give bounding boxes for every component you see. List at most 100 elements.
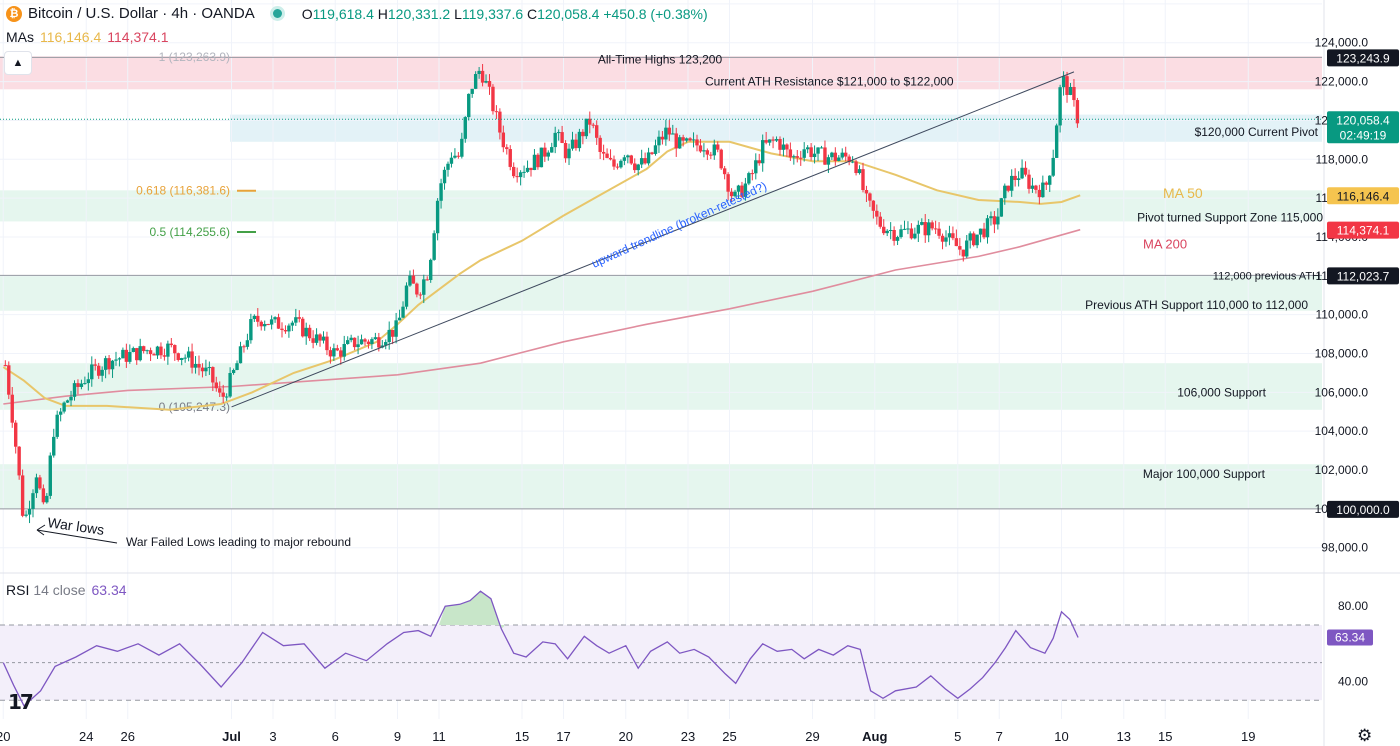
candle-body [249,319,253,341]
candle [442,166,447,190]
market-status-icon [272,9,282,18]
candle-body [304,327,308,337]
candle-body [145,350,149,352]
candle-body [273,317,277,320]
candle [231,368,236,375]
candle-body [688,138,692,141]
candle-body [747,173,751,184]
candle [301,316,305,338]
candle-body [965,240,969,257]
candle-body [781,144,786,150]
candle [384,339,388,350]
candle-body [93,364,97,366]
candle-body [34,477,39,494]
candle-body [667,127,672,135]
zone-pivot-1 [230,114,1322,142]
open-value: 119,618.4 [312,5,374,22]
candle [463,116,467,143]
candle [169,338,174,348]
candle [556,129,561,141]
candle-body [342,343,346,357]
candle [1041,175,1045,198]
candle-body [754,160,758,174]
candle [570,131,575,151]
candle-body [598,137,602,152]
gear-icon[interactable]: ⚙ [1357,726,1373,746]
candle-body [722,168,727,175]
candle-body [615,166,620,168]
candle [681,134,685,147]
candle-body [352,337,357,348]
trendline [231,71,1075,408]
candle-body [553,132,557,148]
candle-body [135,348,139,361]
candle [252,314,257,323]
time-tick-label: 5 [954,729,961,744]
symbol-title[interactable]: Bitcoin / U.S. Dollar · 4h · OANDA [28,5,255,22]
low-value: 119,337.6 [461,5,524,22]
candle-body [1006,185,1010,191]
candle-body [695,139,699,146]
candle-body [678,137,682,149]
candle-body [878,216,882,227]
candle [660,130,665,145]
candle [951,226,955,241]
candle [124,343,129,368]
candle [197,355,201,376]
candle-body [484,81,488,83]
candle-body [536,154,540,168]
candle [581,129,585,145]
fib-label-2: 0.5 (114,255.6) [149,225,230,239]
candle-body [885,230,889,234]
candle-body [1072,86,1076,101]
tradingview-logo-icon[interactable]: 17 [8,690,34,714]
candle [328,346,333,364]
rsi-tick-label: 80.00 [1338,599,1368,613]
price-tick-label: 118,000.0 [1316,152,1369,166]
candle-body [387,329,391,343]
rsi-legend[interactable]: RSI 14 close 63.34 [6,582,127,598]
candle-body [978,228,983,235]
candle-body [235,363,239,370]
candle [999,197,1004,217]
candle [795,149,799,163]
candle [408,270,412,287]
candle [543,142,547,162]
candle [525,160,530,173]
collapse-legend-button[interactable]: ▲ [4,51,32,75]
candle [975,234,979,249]
candle-body [211,367,215,383]
candle-body [335,348,340,351]
candle [166,340,170,365]
candle [1003,183,1007,205]
candle [1054,123,1059,158]
candle-body [933,228,938,230]
ma-legend[interactable]: MAs 116,146.4 114,374.1 [6,29,169,45]
candle-body [850,161,855,163]
candle [674,127,678,157]
candle-body [55,414,59,437]
candle-body [712,144,716,156]
candle-body [888,229,893,231]
candle-body [52,436,56,456]
candle-body [321,336,326,341]
candle-body [743,183,748,197]
candle-body [577,131,582,149]
candle-body [366,341,371,344]
candle [484,74,488,84]
candle [494,105,499,120]
candle [162,348,167,361]
candle [961,249,965,262]
candle-body [121,349,125,359]
price-tag-5 [1327,500,1399,518]
candle-body [100,369,104,376]
candle [20,469,25,518]
candle [245,333,250,350]
price-tag-label-1: 120,058.4 [1336,113,1390,127]
candle [62,401,66,414]
candle-body [283,330,288,332]
candle-body [204,367,208,372]
candle [933,220,938,234]
price-tick-label: 124,000.0 [1315,36,1369,50]
